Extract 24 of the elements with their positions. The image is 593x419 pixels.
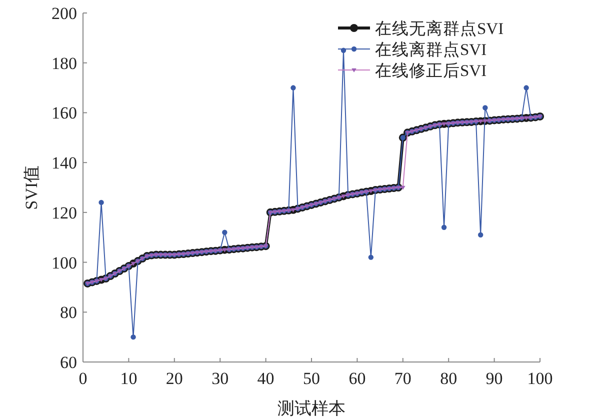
y-tick-label: 160 [52,104,77,123]
y-tick-label: 120 [52,203,77,222]
legend-label: 在线修正后SVI [375,61,487,80]
x-tick-label: 100 [527,369,553,388]
x-axis-title: 测试样本 [278,399,346,418]
y-axis-title: SVI值 [22,165,41,210]
y-tick-label: 200 [52,4,77,23]
x-tick-label: 10 [120,369,138,388]
legend-label: 在线离群点SVI [375,40,487,59]
y-tick-label: 100 [52,253,77,272]
legend-label: 在线无离群点SVI [375,19,504,38]
y-tick-label: 80 [60,303,77,322]
y-tick-label: 60 [60,353,77,372]
x-tick-label: 60 [348,369,366,388]
x-tick-label: 80 [440,369,458,388]
x-tick-label: 70 [394,369,412,388]
x-tick-label: 90 [486,369,503,388]
x-tick-label: 0 [78,369,88,388]
y-tick-label: 140 [52,154,77,173]
x-tick-label: 30 [212,369,229,388]
y-tick-label: 180 [52,54,77,73]
x-tick-label: 20 [166,369,183,388]
x-tick-label: 40 [257,369,274,388]
x-tick-label: 50 [303,369,320,388]
